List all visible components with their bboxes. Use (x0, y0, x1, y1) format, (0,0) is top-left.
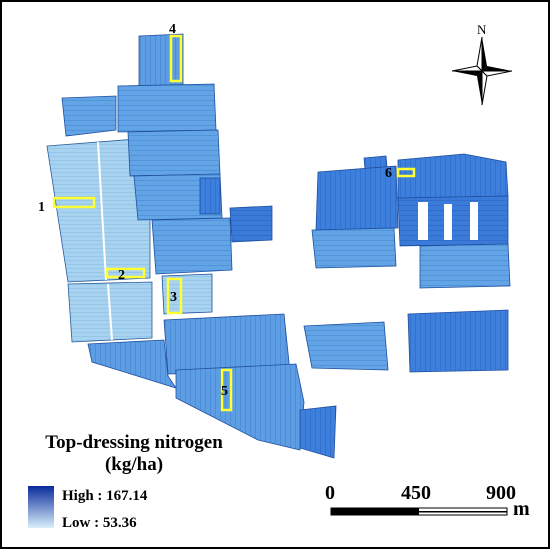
north-arrow: N (451, 22, 513, 106)
scale-tick-450: 450 (401, 482, 431, 504)
field-north-left (61, 95, 117, 137)
field-divider (97, 141, 107, 281)
field-east-white-3 (470, 202, 478, 240)
plot-label-5: 5 (221, 384, 228, 399)
field-center-2-dark (199, 177, 221, 215)
field-center-4 (161, 273, 213, 315)
legend-title: Top-dressing nitrogen (kg/ha) (14, 432, 254, 476)
field-south-west (87, 339, 177, 389)
field-south-tip (299, 405, 337, 459)
legend-color-ramp (28, 486, 54, 528)
field-west-main (46, 137, 151, 283)
plot-labels: 1 2 3 4 5 6 (38, 22, 392, 399)
field-east-w1 (315, 165, 399, 231)
plot-label-4: 4 (169, 22, 176, 37)
field-east-white-1 (418, 202, 428, 240)
eastern-fields (303, 153, 511, 373)
field-north-right (117, 83, 217, 133)
scale-tick-0: 0 (325, 482, 335, 504)
scale-tick-900: 900 (486, 482, 516, 504)
highlighted-plots (52, 34, 416, 412)
plot-label-1: 1 (38, 200, 45, 215)
scale-unit: m (513, 498, 530, 520)
field-south-main (175, 363, 305, 451)
legend-title-line1: Top-dressing nitrogen (45, 432, 223, 453)
plot-4-box (169, 34, 183, 83)
field-divider (107, 283, 113, 341)
field-center-3 (151, 217, 233, 275)
field-east-south-1 (303, 321, 389, 371)
field-east-white-2 (444, 204, 452, 240)
field-east-south-2 (407, 309, 509, 373)
plot-label-2: 2 (118, 268, 125, 283)
plot-1-box (52, 196, 96, 209)
field-east-lower (419, 243, 511, 289)
legend-low-label: Low : 53.36 (62, 515, 137, 531)
north-label: N (477, 22, 487, 37)
legend-high-label: High : 167.14 (62, 488, 148, 504)
plot-6-box (396, 167, 416, 178)
plot-5-box (220, 368, 233, 412)
plot-label-6: 6 (385, 166, 392, 181)
field-east-ne (397, 153, 509, 199)
plot-2-box (105, 267, 146, 279)
plot-3-box (166, 277, 183, 315)
field-center-1 (127, 129, 221, 177)
western-fields (46, 33, 337, 459)
legend-title-line2: (kg/ha) (104, 454, 164, 475)
field-east-w2 (311, 227, 397, 269)
plot-label-3: 3 (170, 290, 177, 305)
scale-bar (330, 507, 508, 516)
field-east-mid (397, 195, 509, 247)
field-small-strips (229, 205, 273, 243)
